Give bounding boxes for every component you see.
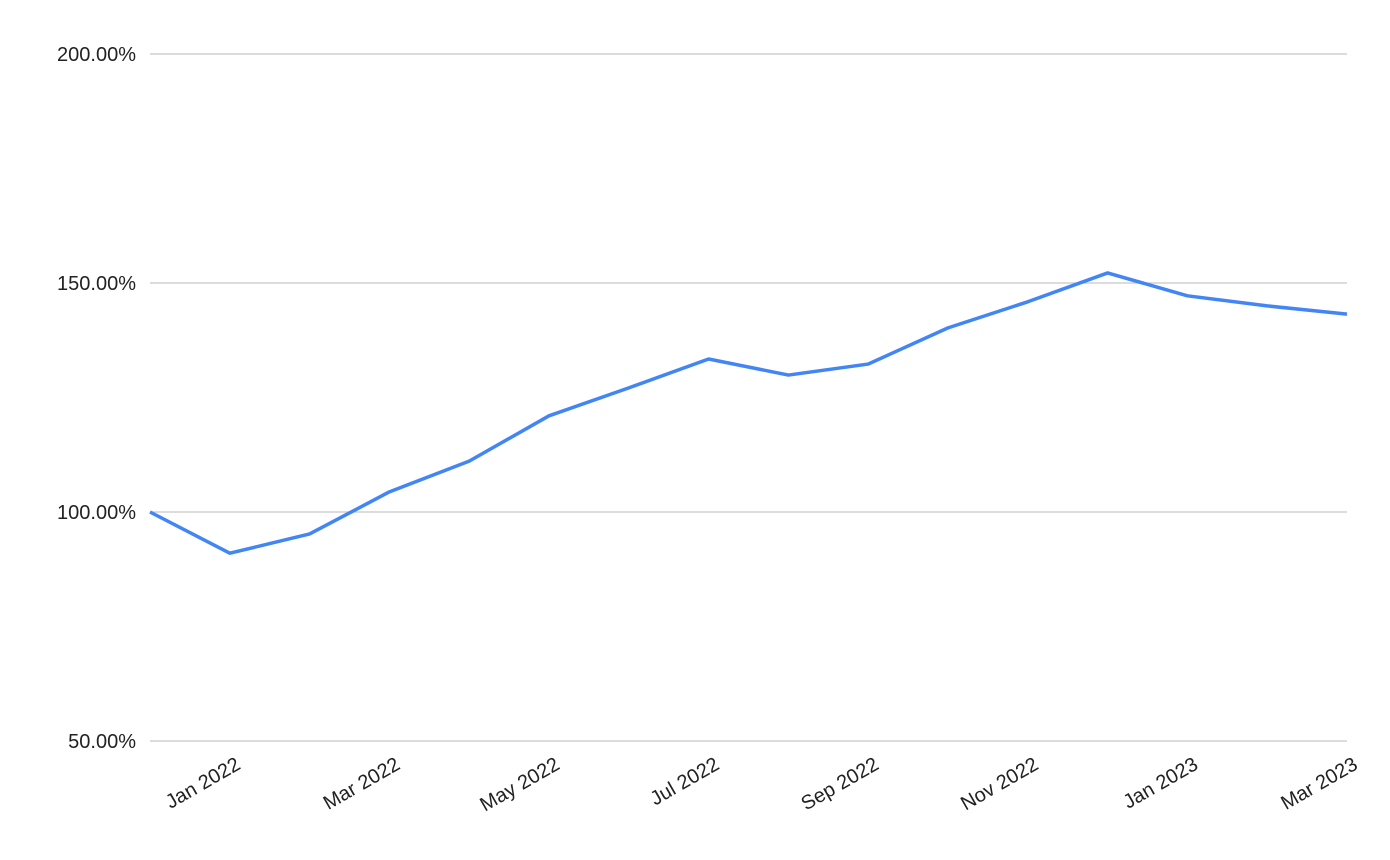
x-tick-label: Mar 2023 xyxy=(1277,753,1361,814)
x-tick-label: May 2022 xyxy=(476,753,563,816)
x-tick-label: Jul 2022 xyxy=(647,753,723,810)
x-tick-label: Sep 2022 xyxy=(798,753,883,815)
x-tick-label: Jan 2023 xyxy=(1120,753,1202,813)
y-tick-label: 200.00% xyxy=(57,44,136,66)
x-tick-label: Mar 2022 xyxy=(320,753,404,814)
x-tick-label: Nov 2022 xyxy=(957,753,1042,815)
y-tick-label: 50.00% xyxy=(68,731,136,753)
y-tick-label: 150.00% xyxy=(57,273,136,295)
y-tick-label: 100.00% xyxy=(57,502,136,524)
data-line xyxy=(149,271,1348,555)
x-tick-label: Jan 2022 xyxy=(162,753,244,813)
